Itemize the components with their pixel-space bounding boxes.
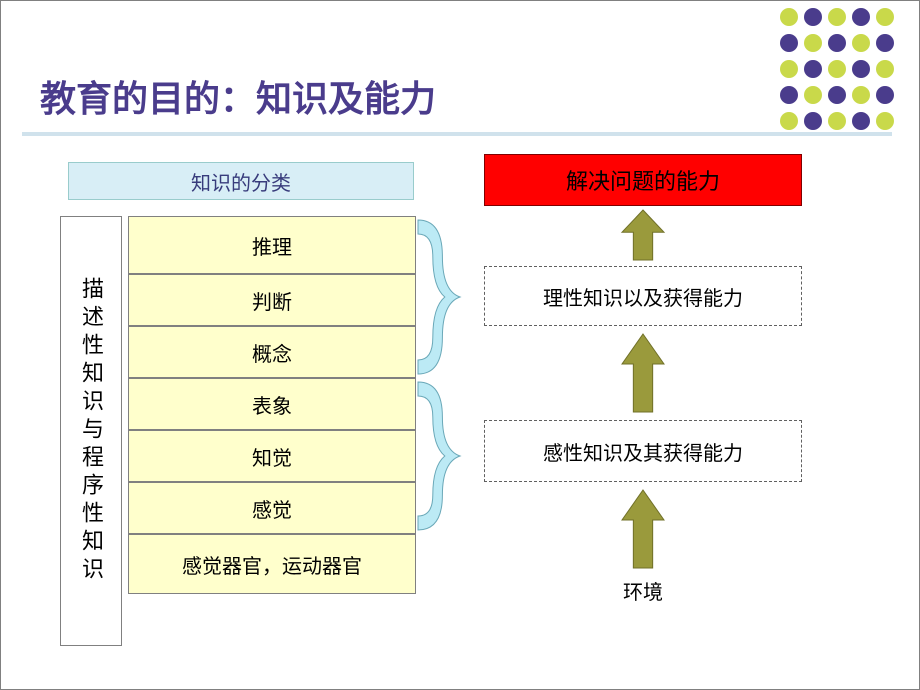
decor-dot bbox=[828, 8, 846, 26]
decor-dot bbox=[828, 86, 846, 104]
dashed-box-bottom: 感性知识及其获得能力 bbox=[484, 420, 802, 482]
knowledge-row: 感觉器官，运动器官 bbox=[128, 534, 416, 594]
decor-dot bbox=[828, 112, 846, 130]
decor-dot bbox=[828, 60, 846, 78]
decor-dot bbox=[876, 112, 894, 130]
knowledge-row: 表象 bbox=[128, 378, 416, 430]
right-header-bar: 解决问题的能力 bbox=[484, 154, 802, 206]
decor-dot bbox=[876, 86, 894, 104]
knowledge-row-label: 感觉 bbox=[252, 494, 292, 523]
decor-dot bbox=[852, 34, 870, 52]
brace-top bbox=[416, 216, 464, 378]
right-header-label: 解决问题的能力 bbox=[566, 164, 720, 196]
knowledge-row-label: 感觉器官，运动器官 bbox=[182, 550, 362, 579]
knowledge-row: 感觉 bbox=[128, 482, 416, 534]
decor-dot bbox=[804, 8, 822, 26]
left-header-label: 知识的分类 bbox=[191, 167, 291, 196]
decor-dot bbox=[876, 34, 894, 52]
arrow-3 bbox=[620, 488, 666, 570]
decor-dot bbox=[780, 86, 798, 104]
decor-dot bbox=[804, 86, 822, 104]
vertical-category-label: 描述性知识与程序性知识 bbox=[75, 277, 107, 585]
knowledge-row-label: 知觉 bbox=[252, 442, 292, 471]
decor-dot bbox=[852, 8, 870, 26]
knowledge-row: 知觉 bbox=[128, 430, 416, 482]
left-header-bar: 知识的分类 bbox=[68, 162, 414, 200]
decor-dot bbox=[780, 34, 798, 52]
decor-dot bbox=[852, 86, 870, 104]
decor-dot bbox=[852, 112, 870, 130]
decor-dot bbox=[876, 8, 894, 26]
arrow-2 bbox=[620, 332, 666, 414]
dashed-box-top: 理性知识以及获得能力 bbox=[484, 266, 802, 326]
decor-dot bbox=[804, 60, 822, 78]
decor-dot bbox=[828, 34, 846, 52]
decor-dot bbox=[852, 60, 870, 78]
decor-dot bbox=[804, 34, 822, 52]
decor-dot bbox=[780, 60, 798, 78]
vertical-category-box: 描述性知识与程序性知识 bbox=[60, 216, 122, 646]
decor-dot bbox=[876, 60, 894, 78]
decor-dot bbox=[804, 112, 822, 130]
environment-label: 环境 bbox=[600, 576, 686, 605]
dashed-box-bottom-label: 感性知识及其获得能力 bbox=[543, 437, 743, 466]
knowledge-row: 判断 bbox=[128, 274, 416, 326]
knowledge-row: 概念 bbox=[128, 326, 416, 378]
dashed-box-top-label: 理性知识以及获得能力 bbox=[543, 282, 743, 311]
knowledge-row-label: 判断 bbox=[252, 286, 292, 315]
slide-title: 教育的目的：知识及能力 bbox=[40, 70, 436, 122]
knowledge-row: 推理 bbox=[128, 216, 416, 274]
arrow-1 bbox=[620, 208, 666, 262]
knowledge-row-label: 概念 bbox=[252, 338, 292, 367]
knowledge-row-label: 表象 bbox=[252, 390, 292, 419]
decor-dot bbox=[780, 112, 798, 130]
decorative-dot-grid bbox=[780, 8, 900, 138]
knowledge-row-label: 推理 bbox=[252, 231, 292, 260]
brace-bottom bbox=[416, 378, 464, 534]
title-underline bbox=[22, 132, 892, 136]
decor-dot bbox=[780, 8, 798, 26]
